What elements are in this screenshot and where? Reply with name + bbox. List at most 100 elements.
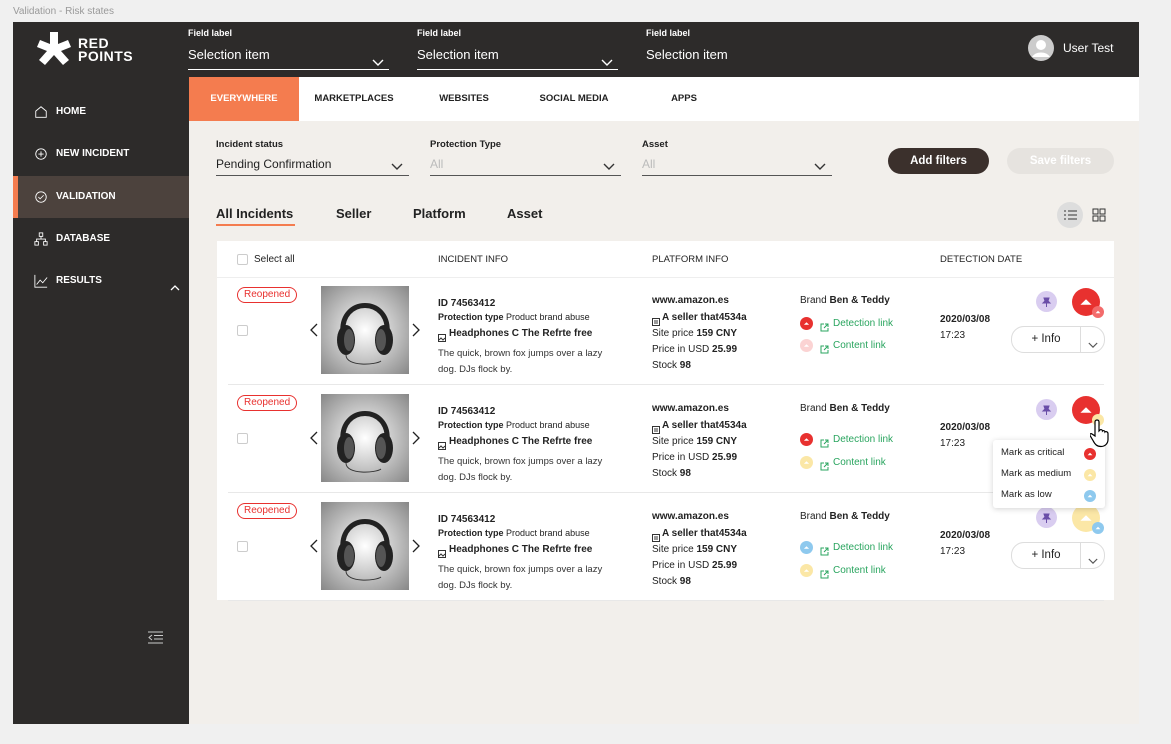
next-image-button[interactable] bbox=[412, 323, 420, 342]
filter-value[interactable]: Pending Confirmation bbox=[216, 157, 332, 171]
checkbox[interactable] bbox=[237, 254, 248, 265]
row-divider bbox=[228, 384, 1104, 385]
user-name[interactable]: User Test bbox=[1063, 41, 1114, 55]
checkbox[interactable] bbox=[237, 433, 248, 444]
detection-time: 17:23 bbox=[940, 546, 966, 557]
chevron-icon bbox=[391, 158, 403, 176]
nav-icon bbox=[34, 274, 48, 293]
incident-id: ID 74563412 bbox=[438, 298, 496, 309]
field-underline bbox=[417, 69, 618, 70]
channel-tab[interactable]: APPS bbox=[671, 93, 697, 104]
nav-icon bbox=[34, 190, 48, 209]
risk-menu-item[interactable]: Mark as critical bbox=[1001, 447, 1065, 458]
field-value[interactable]: Selection item bbox=[646, 47, 728, 62]
filter-underline bbox=[430, 175, 621, 176]
channel-tab[interactable]: SOCIAL MEDIA bbox=[539, 93, 609, 104]
add-filters-button[interactable]: Add filters bbox=[888, 148, 989, 174]
prev-image-button[interactable] bbox=[310, 323, 318, 342]
select-all[interactable]: Select all bbox=[254, 254, 295, 265]
prev-image-button[interactable] bbox=[310, 539, 318, 558]
column-header: DETECTION DATE bbox=[940, 254, 1023, 265]
pin-button[interactable] bbox=[1036, 507, 1057, 533]
field-label: Field label bbox=[646, 28, 691, 38]
nav-item[interactable]: VALIDATION bbox=[56, 190, 116, 202]
price-line: Site price 159 CNY bbox=[652, 436, 737, 447]
info-divider bbox=[1080, 327, 1081, 352]
save-filters-button[interactable]: Save filters bbox=[1007, 148, 1114, 174]
field-value[interactable]: Selection item bbox=[188, 47, 270, 62]
price-line: Price in USD 25.99 bbox=[652, 344, 737, 355]
filter-value[interactable]: All bbox=[642, 157, 656, 171]
next-image-button[interactable] bbox=[412, 431, 420, 450]
info-divider bbox=[1080, 543, 1081, 568]
pin-button[interactable] bbox=[1036, 291, 1057, 317]
price-line: Price in USD 25.99 bbox=[652, 560, 737, 571]
product-icon bbox=[438, 329, 446, 347]
column-header: PLATFORM INFO bbox=[652, 254, 729, 265]
seller-icon bbox=[652, 529, 660, 547]
info-button[interactable]: + Info bbox=[1011, 326, 1105, 353]
filter-underline bbox=[216, 175, 409, 176]
channel-tab[interactable]: EVERYWHERE bbox=[189, 77, 299, 121]
link-icon bbox=[820, 435, 829, 453]
risk-menu-item[interactable]: Mark as low bbox=[1001, 489, 1052, 500]
risk-menu-item[interactable]: Mark as medium bbox=[1001, 468, 1072, 479]
brand-label: Brand bbox=[800, 403, 827, 414]
risk-dot bbox=[800, 564, 813, 582]
product-image bbox=[321, 286, 409, 379]
risk-dot bbox=[1084, 447, 1096, 465]
brand: Brand Ben & Teddy bbox=[800, 295, 890, 306]
view-tab[interactable]: All Incidents bbox=[216, 206, 294, 221]
status-badge: Reopened bbox=[237, 287, 298, 303]
nav-item[interactable]: NEW INCIDENT bbox=[56, 148, 130, 160]
nav-item[interactable]: HOME bbox=[56, 106, 86, 117]
product-image bbox=[321, 394, 409, 487]
view-tab[interactable]: Platform bbox=[413, 206, 466, 221]
link[interactable]: Content link bbox=[833, 565, 886, 576]
description: The quick, brown fox jumps over a lazy d… bbox=[438, 564, 603, 591]
protection-value: Product brand abuse bbox=[506, 312, 590, 322]
top-bar bbox=[13, 22, 1139, 77]
prev-image-button[interactable] bbox=[310, 431, 318, 450]
price-label: Site price bbox=[652, 544, 694, 555]
pin-button[interactable] bbox=[1036, 399, 1057, 425]
protection-type: Protection type Product brand abuse bbox=[438, 420, 590, 430]
protection-label: Protection type bbox=[438, 312, 504, 322]
seller: A seller that4534a bbox=[662, 312, 747, 323]
filter-label: Incident status bbox=[216, 139, 284, 150]
link[interactable]: Detection link bbox=[833, 434, 894, 445]
link[interactable]: Detection link bbox=[833, 318, 894, 329]
caret-icon bbox=[170, 278, 180, 296]
list-view-button bbox=[1057, 202, 1083, 233]
checkbox[interactable] bbox=[237, 541, 248, 552]
price-label: Stock bbox=[652, 576, 678, 587]
nav-item[interactable]: DATABASE bbox=[56, 232, 111, 244]
product-icon bbox=[438, 437, 446, 455]
risk-dot bbox=[1084, 489, 1096, 507]
link[interactable]: Detection link bbox=[833, 542, 894, 553]
checkbox[interactable] bbox=[237, 325, 248, 336]
channel-tab[interactable]: WEBSITES bbox=[439, 93, 489, 104]
channel-tab[interactable]: MARKETPLACES bbox=[314, 93, 394, 104]
info-button[interactable]: + Info bbox=[1011, 542, 1105, 569]
view-tab[interactable]: Seller bbox=[336, 206, 372, 221]
risk-badge bbox=[1092, 305, 1104, 323]
price-value: 159 CNY bbox=[696, 328, 738, 339]
price-value: 25.99 bbox=[712, 560, 738, 571]
link[interactable]: Content link bbox=[833, 457, 886, 468]
cursor-icon bbox=[1089, 418, 1114, 453]
status-badge: Reopened bbox=[237, 395, 298, 411]
link[interactable]: Content link bbox=[833, 340, 886, 351]
filter-value[interactable]: All bbox=[430, 157, 444, 171]
nav-item[interactable]: RESULTS bbox=[56, 275, 102, 287]
user-avatar bbox=[1028, 35, 1054, 66]
risk-menu: Mark as critical Mark as medium Mark as lo… bbox=[993, 440, 1105, 508]
protection-label: Protection type bbox=[438, 528, 504, 538]
detection-time: 17:23 bbox=[940, 438, 966, 449]
view-tab[interactable]: Asset bbox=[507, 206, 543, 221]
row-divider bbox=[228, 600, 1104, 601]
grid-view-button bbox=[1092, 208, 1106, 227]
next-image-button[interactable] bbox=[412, 539, 420, 558]
field-value[interactable]: Selection item bbox=[417, 47, 499, 62]
